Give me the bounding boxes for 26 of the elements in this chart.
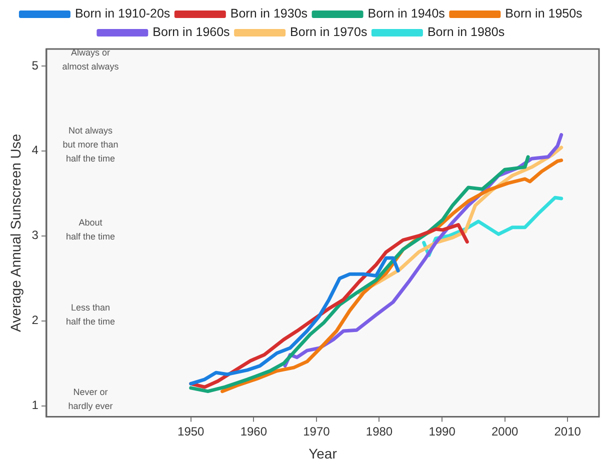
y-tick-label: 1 (32, 398, 39, 412)
x-tick-label: 1970 (303, 424, 330, 438)
y-tick-label: 3 (32, 228, 39, 242)
x-tick-label: 2010 (554, 424, 582, 438)
legend-label: Born in 1930s (230, 6, 308, 21)
x-tick-label: 1950 (178, 424, 205, 438)
y-tick-label: 2 (32, 313, 39, 328)
x-tick-label: 1990 (428, 424, 456, 438)
annotation: Less than half the time (66, 302, 115, 326)
y-tick-label: 4 (32, 143, 39, 158)
annotation: About half the time (66, 217, 115, 242)
legend-label: Born in 1940s (368, 6, 445, 21)
y-tick-label: 5 (32, 58, 39, 72)
annotation: Always or almost always (62, 47, 120, 72)
annotation: Never or hardly ever (68, 387, 113, 412)
x-tick-label: 1980 (366, 424, 393, 438)
legend-label: Born in 1970s (290, 25, 368, 40)
annotation: Not always but more than half the time (62, 125, 118, 164)
y-axis-title: Average Annual Sunscreen Use (7, 134, 24, 332)
legend-label: Born in 1910-20s (74, 6, 170, 21)
legend-label: Born in 1980s (427, 25, 505, 40)
x-axis-title: Year (308, 445, 338, 462)
legend-label: Born in 1960s (152, 25, 230, 40)
legend-label: Born in 1950s (505, 6, 582, 21)
x-tick-label: 2000 (491, 424, 518, 438)
x-tick-label: 1960 (240, 424, 268, 438)
